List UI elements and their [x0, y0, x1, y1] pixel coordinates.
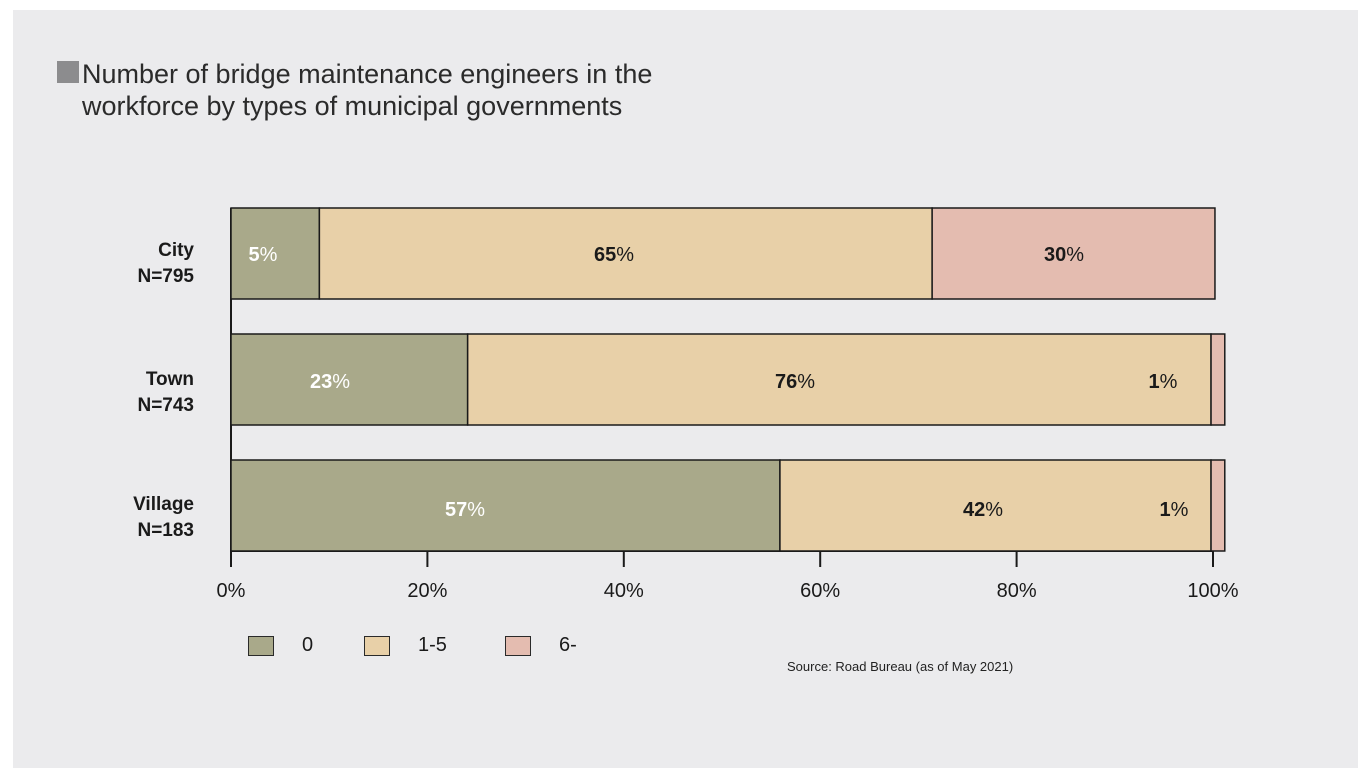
data-label: 5%	[249, 244, 278, 266]
row-label-city: City N=795	[60, 238, 194, 290]
row-label-town: Town N=743	[60, 367, 194, 419]
data-label: 42%	[963, 499, 1003, 521]
row-n: N=795	[137, 266, 194, 287]
legend-swatch	[364, 635, 390, 656]
x-tick-label: 40%	[604, 580, 644, 602]
row-n: N=183	[137, 520, 194, 541]
row-n: N=743	[137, 395, 194, 416]
legend-label: 6-	[559, 634, 577, 656]
data-label: 57%	[445, 499, 485, 521]
bar-segment	[230, 333, 469, 426]
data-label: 1%	[1160, 499, 1189, 521]
legend-label: 0	[302, 634, 314, 656]
legend-swatch	[248, 635, 274, 656]
title-text: Number of bridge maintenance engineers i…	[82, 58, 652, 122]
data-label: 76%	[775, 371, 815, 393]
row-name: City	[158, 240, 194, 261]
bar-segment	[230, 207, 321, 300]
x-tick-label: 100%	[1187, 580, 1238, 602]
title-line-2: workforce by types of municipal governme…	[82, 91, 623, 121]
data-label: 1%	[1149, 371, 1178, 393]
row-name: Village	[133, 494, 194, 515]
title-line-1: Number of bridge maintenance engineers i…	[82, 59, 653, 89]
data-label: 23%	[310, 371, 350, 393]
legend-item-0: 0	[248, 634, 313, 657]
bar-segment	[779, 459, 1212, 552]
title-marker-icon	[57, 61, 79, 83]
legend-swatch	[505, 635, 531, 656]
x-tick-label: 60%	[800, 580, 840, 602]
legend-label: 1-5	[418, 634, 447, 656]
legend-item-1-5: 1-5	[364, 634, 447, 657]
bar-segment	[1210, 333, 1226, 426]
bar-segment	[230, 459, 781, 552]
bar-segment	[1210, 459, 1226, 552]
x-tick-label: 20%	[407, 580, 447, 602]
data-label: 65%	[594, 244, 634, 266]
bar-segment	[466, 333, 1212, 426]
legend-item-6-plus: 6-	[505, 634, 577, 657]
row-name: Town	[145, 369, 194, 390]
bar-segment	[931, 207, 1216, 300]
x-tick-label: 0%	[217, 580, 246, 602]
x-tick-label: 80%	[997, 580, 1037, 602]
data-label: 30%	[1044, 244, 1084, 266]
row-label-village: Village N=183	[60, 492, 194, 544]
source-note: Source: Road Bureau (as of May 2021)	[787, 659, 1014, 674]
